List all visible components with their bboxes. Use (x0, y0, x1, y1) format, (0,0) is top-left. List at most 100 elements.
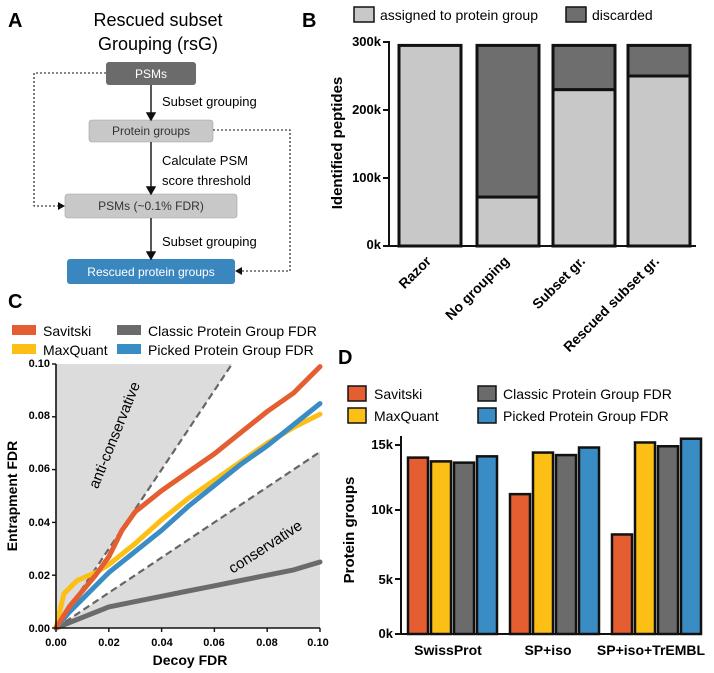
series-picked (53, 401, 323, 631)
flow-node-psms-fdr-label: PSMs (~0.1% FDR) (98, 199, 204, 213)
ref-line-cons (55, 450, 321, 629)
bar-assigned (626, 74, 692, 248)
legend-d-picked-label: Picked Protein Group FDR (503, 408, 669, 424)
panel-label-a: A (8, 10, 22, 32)
legend-c-classic-label: Classic Protein Group FDR (148, 323, 317, 339)
chart-b-ytick: 300k (352, 34, 382, 49)
bar-discarded (551, 43, 617, 92)
legend-c-classic-swatch (117, 325, 141, 335)
chart-c-plot (52, 363, 323, 632)
chart-d-yticks: 0k 5k 10k 15k (371, 437, 393, 641)
flow-arrows (145, 85, 157, 261)
chart-d-xticks: SwissProt SP+iso SP+iso+TrEMBL (414, 642, 705, 658)
chart-b-ytick: 200k (352, 102, 382, 117)
chart-c-yticks: 0.00 0.02 0.04 0.06 0.08 0.10 (29, 358, 51, 635)
flow-title-line1: Rescued subset (93, 10, 222, 30)
legend-c: Savitski MaxQuant Classic Protein Group … (12, 323, 317, 358)
series-savitski (53, 364, 323, 631)
bar-maxquant (633, 441, 657, 636)
chart-c-xtick: 0.06 (203, 637, 224, 649)
bar-assigned (475, 195, 541, 248)
chart-b-yticks: 0k 100k 200k 300k (352, 34, 382, 252)
chart-d-xtick-swissprot: SwissProt (414, 642, 482, 658)
flow-edge1-label: Subset grouping (162, 94, 257, 109)
chart-b-xtick-razor: Razor (395, 252, 434, 291)
legend-c-maxquant-swatch (12, 344, 36, 354)
flow-node-psms (106, 62, 196, 85)
ref-line-anti (55, 363, 233, 629)
chart-c-xtick: 0.04 (151, 637, 173, 649)
bar-classic (452, 461, 476, 636)
chart-c-ytick: 0.06 (29, 463, 50, 475)
bar-assigned (397, 43, 463, 248)
flow-dotted-connectors (33, 72, 291, 272)
bar-maxquant (429, 460, 453, 636)
bar-picked (577, 446, 601, 636)
legend-c-picked-label: Picked Protein Group FDR (148, 342, 314, 358)
bar-classic (554, 453, 578, 636)
chart-c-ytick: 0.04 (29, 517, 51, 529)
legend-b-assigned-swatch (353, 6, 375, 23)
bar-savitski (610, 533, 634, 636)
flow-arrowhead-left (58, 202, 65, 210)
legend-d-classic-label: Classic Protein Group FDR (503, 386, 672, 402)
chart-b-axes (383, 41, 696, 247)
chart-b-ytick: 0k (367, 237, 382, 252)
bar-discarded (626, 43, 692, 78)
legend-d-maxquant-swatch (347, 407, 367, 424)
panel-label-d: D (338, 347, 352, 369)
chart-c-ytick: 0.10 (29, 358, 50, 370)
legend-d-savitski-swatch (347, 385, 367, 402)
bar-discarded (475, 43, 541, 199)
legend-b-assigned-label: assigned to protein group (380, 7, 538, 23)
chart-d-xtick-sp-iso-trembl: SP+iso+TrEMBL (597, 642, 706, 658)
panel-label-b: B (302, 10, 316, 32)
chart-b-bars (397, 43, 692, 248)
flow-node-rescued-label: Rescued protein groups (87, 265, 214, 279)
flow-edge3-label: Subset grouping (162, 234, 257, 249)
chart-c-ytick: 0.00 (29, 623, 50, 635)
flow-node-protein-groups-label: Protein groups (112, 124, 190, 138)
chart-c-xlabel: Decoy FDR (153, 652, 228, 668)
legend-b-discarded-swatch (565, 6, 587, 23)
chart-d-ytick: 0k (379, 626, 394, 641)
chart-c-xtick: 0.10 (307, 637, 328, 649)
chart-c-ytick: 0.02 (29, 570, 50, 582)
legend-d-classic-swatch (477, 385, 497, 402)
flow-arrowhead-right (235, 267, 242, 275)
chart-d-xtick-sp-iso: SP+iso (524, 642, 571, 658)
chart-b-xtick-subset: Subset gr. (529, 253, 588, 312)
chart-b-ytick: 100k (352, 170, 382, 185)
legend-c-picked-swatch (117, 344, 141, 354)
bar-classic (656, 445, 680, 636)
chart-c-ylabel: Entrapment FDR (4, 441, 20, 551)
chart-c-xtick: 0.02 (98, 637, 119, 649)
flow-edge2-line2: score threshold (162, 173, 251, 188)
chart-b-ylabel: Identified peptides (329, 77, 346, 210)
legend-c-savitski-label: Savitski (43, 323, 91, 339)
chart-d-axes (395, 436, 698, 635)
legend-d-picked-swatch (477, 407, 497, 424)
panel-label-c: C (8, 291, 22, 313)
chart-c-ytick: 0.08 (29, 410, 50, 422)
bar-picked (475, 455, 499, 636)
flow-edge2-line1: Calculate PSM (162, 153, 248, 168)
legend-b-discarded-label: discarded (592, 7, 653, 23)
bar-maxquant (531, 451, 555, 636)
legend-d: Savitski MaxQuant Classic Protein Group … (347, 385, 672, 424)
chart-d-ytick: 10k (371, 502, 393, 517)
chart-d-bars (406, 437, 703, 636)
legend-d-maxquant-label: MaxQuant (374, 408, 439, 424)
legend-c-maxquant-label: MaxQuant (43, 342, 108, 358)
chart-b-xticks: Razor No grouping Subset gr. Rescued sub… (395, 252, 662, 354)
chart-d-ytick: 5k (379, 572, 394, 587)
legend-d-savitski-label: Savitski (374, 386, 422, 402)
chart-c-xticks: 0.00 0.02 0.04 0.06 0.08 0.10 (45, 637, 328, 649)
flow-title-line2: Grouping (rsG) (98, 34, 218, 54)
chart-d-ytick: 15k (371, 437, 393, 452)
legend-c-savitski-swatch (12, 325, 36, 335)
bar-savitski (406, 456, 430, 636)
chart-c-xtick: 0.08 (256, 637, 277, 649)
chart-c-xtick: 0.00 (45, 637, 66, 649)
